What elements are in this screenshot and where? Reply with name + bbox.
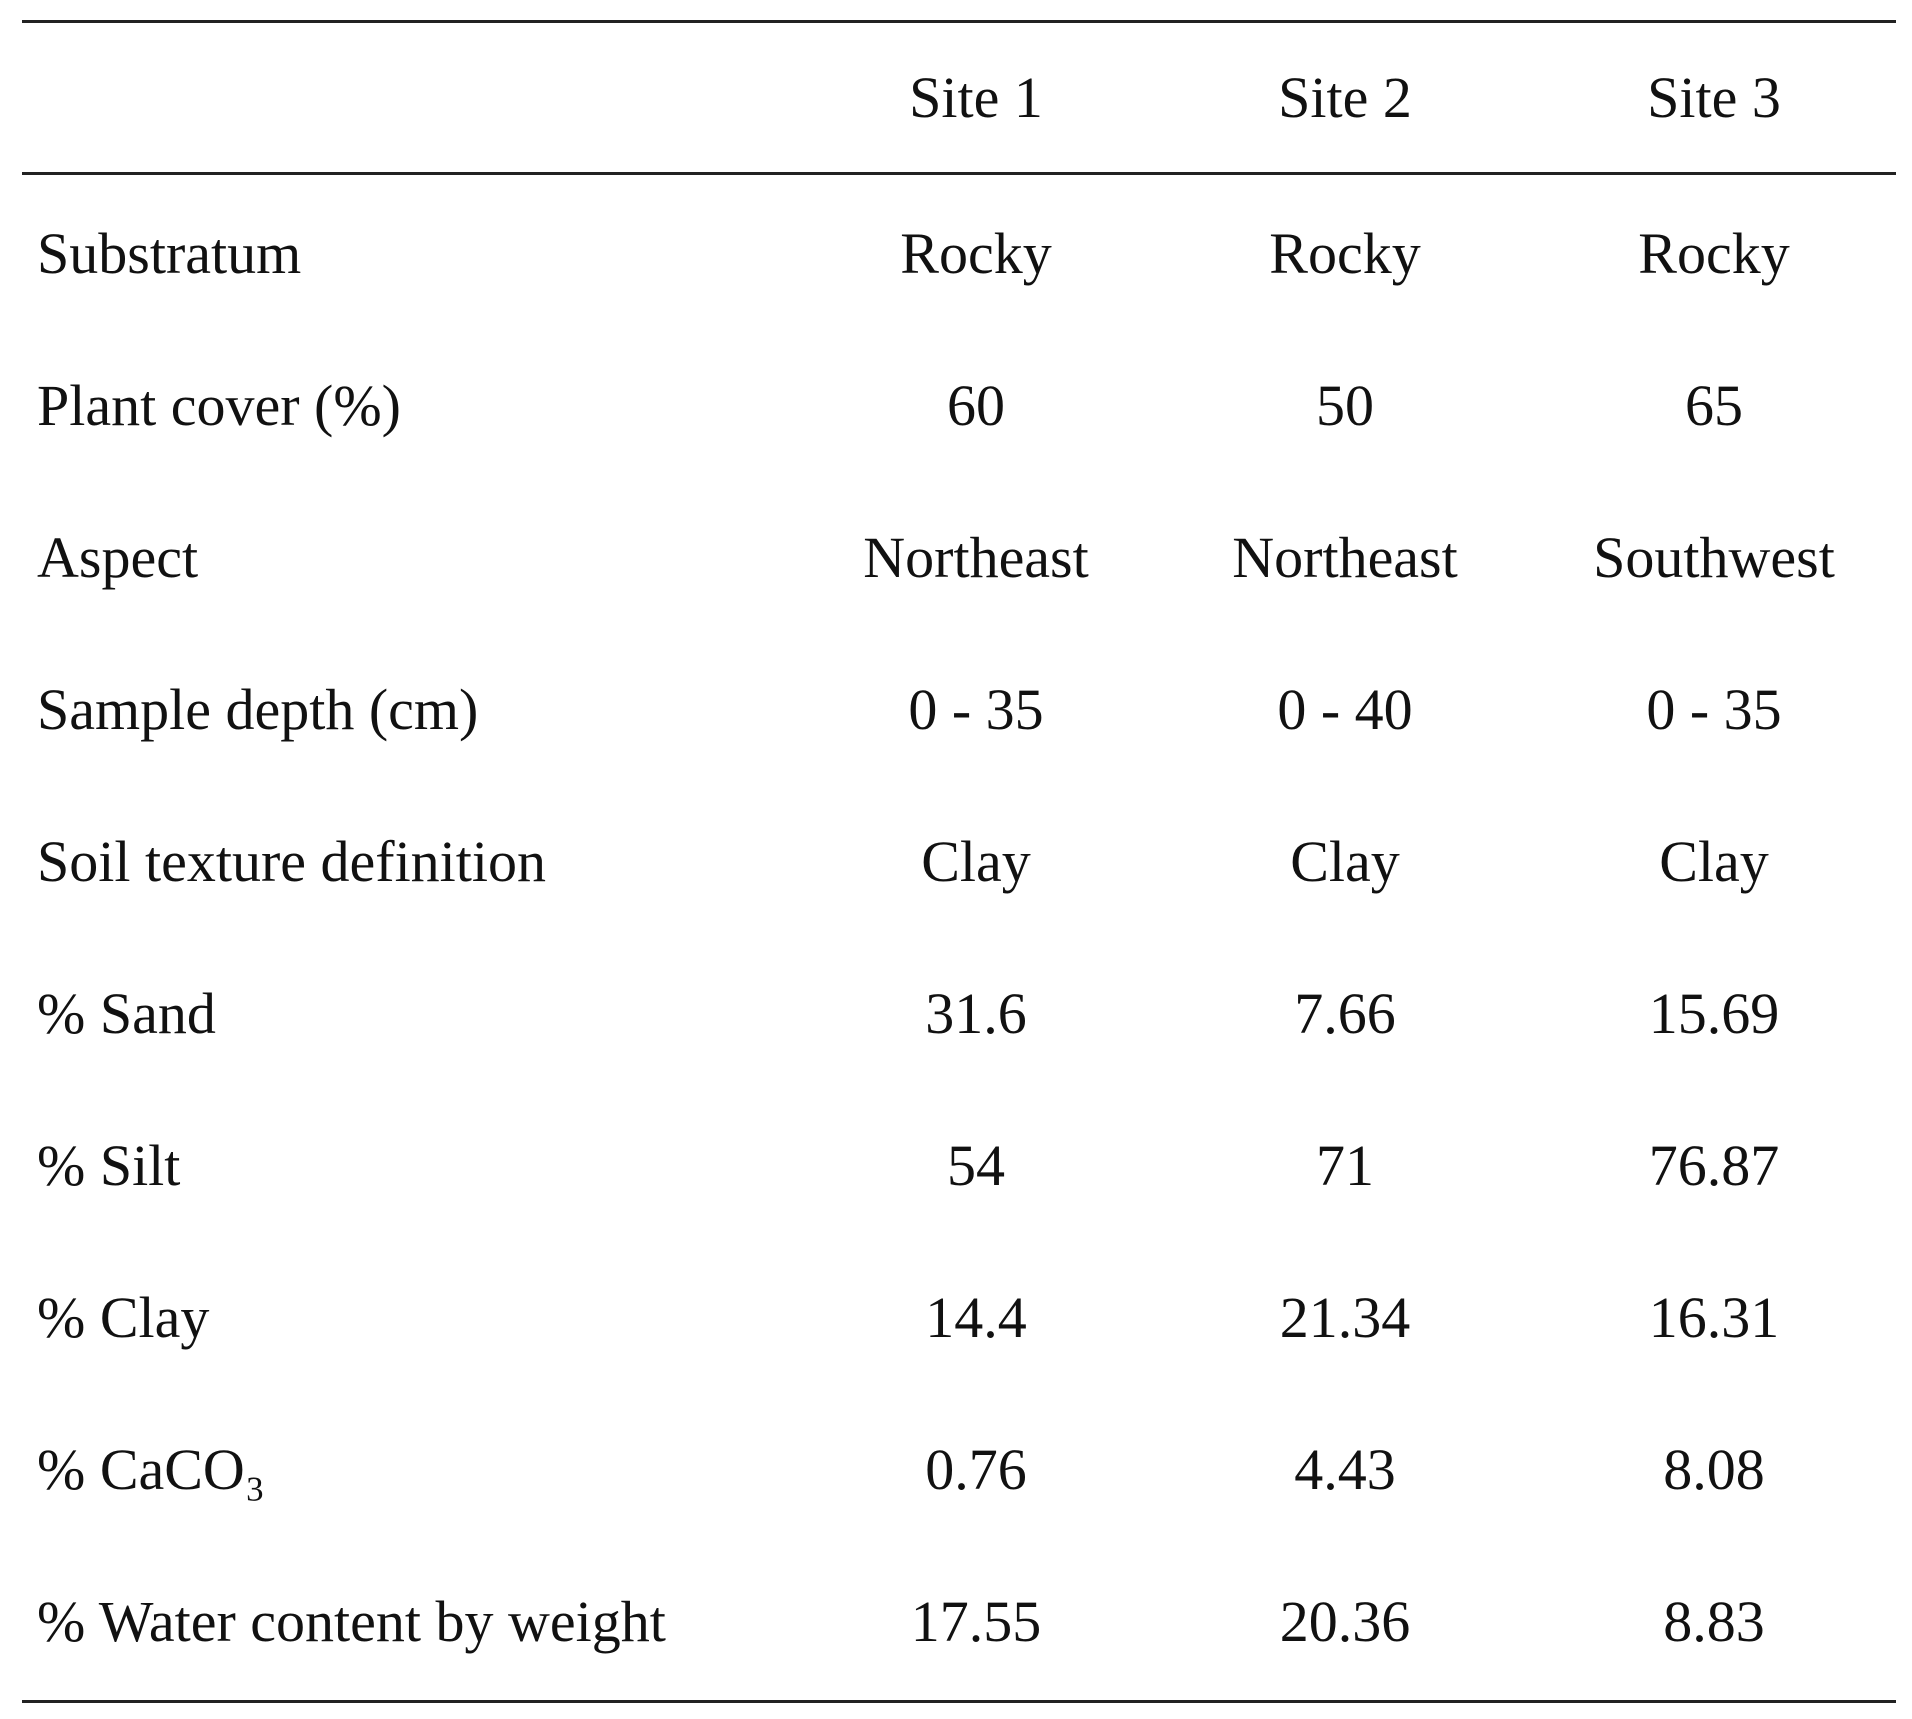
table-cell: 8.83 bbox=[1663, 1589, 1765, 1654]
table-cell: Rocky bbox=[900, 221, 1052, 286]
table-cell: 54 bbox=[947, 1133, 1005, 1198]
table-cell: 50 bbox=[1316, 373, 1374, 438]
column-header: Site 2 bbox=[1278, 65, 1412, 130]
table-cell: 76.87 bbox=[1648, 1133, 1780, 1198]
table-cell: Southwest bbox=[1593, 525, 1835, 590]
table-cell: 8.08 bbox=[1663, 1437, 1765, 1502]
table-cell: Northeast bbox=[863, 525, 1089, 590]
table-cell: 17.55 bbox=[910, 1589, 1042, 1654]
table-cell: 15.69 bbox=[1648, 981, 1780, 1046]
table-cell: 4.43 bbox=[1294, 1437, 1396, 1502]
table-cell: 16.31 bbox=[1648, 1285, 1780, 1350]
row-label: Substratum bbox=[37, 221, 302, 286]
row-label: % Silt bbox=[37, 1133, 181, 1198]
table-cell: 65 bbox=[1685, 373, 1743, 438]
top-rule bbox=[22, 20, 1896, 23]
row-label: % Sand bbox=[37, 981, 216, 1046]
row-label: % Clay bbox=[37, 1285, 210, 1350]
bottom-rule bbox=[22, 1700, 1896, 1703]
table-cell: 14.4 bbox=[925, 1285, 1027, 1350]
row-label: % Water content by weight bbox=[37, 1589, 666, 1654]
table-cell: Clay bbox=[1659, 829, 1769, 894]
table-cell: 0 - 35 bbox=[908, 677, 1044, 742]
table-cell: 0.76 bbox=[925, 1437, 1027, 1502]
table-cell: Rocky bbox=[1269, 221, 1421, 286]
table-cell: 21.34 bbox=[1279, 1285, 1411, 1350]
row-label: Soil texture definition bbox=[37, 829, 547, 894]
table-cell: 7.66 bbox=[1294, 981, 1396, 1046]
table-cell: 71 bbox=[1316, 1133, 1374, 1198]
row-label: Plant cover (%) bbox=[37, 373, 401, 438]
row-label: Sample depth (cm) bbox=[37, 677, 479, 742]
table-cell: Northeast bbox=[1232, 525, 1458, 590]
table-cell: 20.36 bbox=[1279, 1589, 1411, 1654]
row-label: % CaCO₃ bbox=[37, 1437, 266, 1502]
table-cell: 31.6 bbox=[925, 981, 1027, 1046]
table-cell: Clay bbox=[921, 829, 1031, 894]
column-header: Site 1 bbox=[909, 65, 1043, 130]
row-label: Aspect bbox=[37, 525, 199, 590]
table-cell: 60 bbox=[947, 373, 1005, 438]
column-header: Site 3 bbox=[1647, 65, 1781, 130]
table-cell: Rocky bbox=[1638, 221, 1790, 286]
header-rule bbox=[22, 172, 1896, 175]
table-cell: Clay bbox=[1290, 829, 1400, 894]
table-cell: 0 - 40 bbox=[1277, 677, 1413, 742]
table-cell: 0 - 35 bbox=[1646, 677, 1782, 742]
